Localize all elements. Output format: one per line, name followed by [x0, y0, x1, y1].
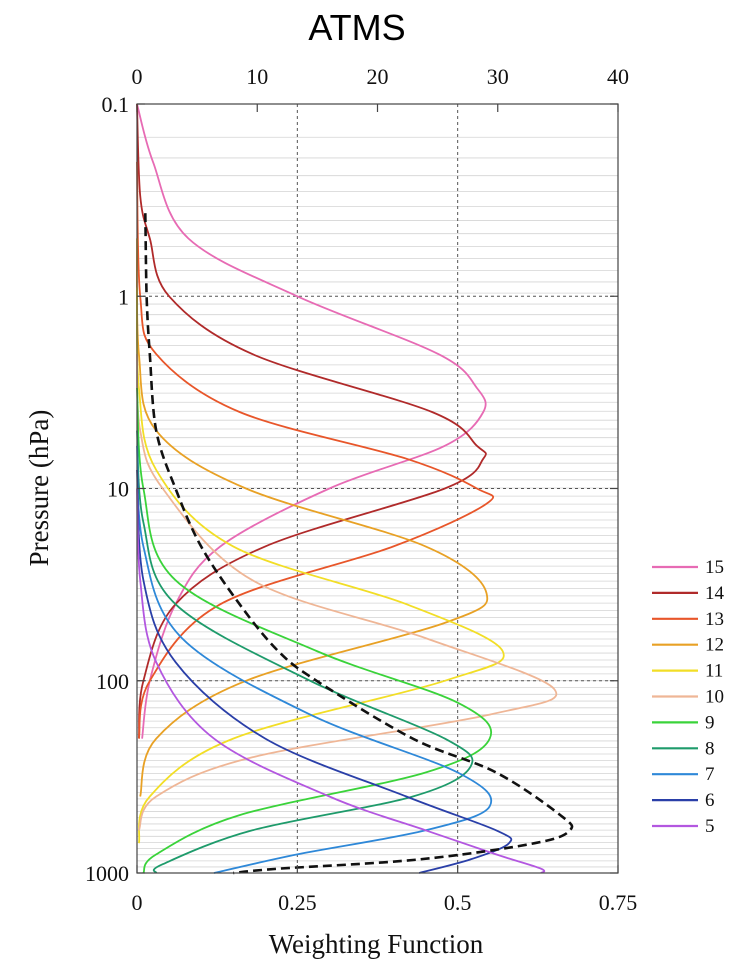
legend-label-6: 6 — [705, 790, 715, 811]
x-tick-label-top: 30 — [487, 64, 509, 89]
legend-label-12: 12 — [705, 635, 724, 656]
legend-label-11: 11 — [705, 661, 723, 682]
legend-label-8: 8 — [705, 738, 715, 759]
legend-label-14: 14 — [705, 583, 725, 604]
y-axis-label: Pressure (hPa) — [24, 410, 54, 567]
y-tick-label: 1 — [118, 284, 129, 309]
series-line-13 — [136, 161, 495, 739]
series-line-11 — [135, 287, 505, 844]
legend-label-13: 13 — [705, 609, 724, 630]
x-tick-label-top: 20 — [367, 64, 389, 89]
chart-title: ATMS — [308, 7, 405, 48]
series-line-8 — [136, 430, 474, 874]
series-line-10 — [136, 354, 558, 831]
y-tick-label: 0.1 — [102, 92, 130, 117]
y-tick-label: 1000 — [85, 861, 129, 886]
x-tick-label-bottom: 0.5 — [444, 890, 472, 915]
y-tick-label: 10 — [107, 477, 129, 502]
x-tick-label-top: 10 — [246, 64, 268, 89]
series-line-5 — [136, 488, 546, 874]
legend: 15 14 13 12 11 10 9 8 7 6 5 — [652, 557, 725, 837]
series-line-7 — [136, 445, 493, 874]
legend-label-5: 5 — [705, 816, 715, 837]
series-line-14 — [136, 103, 487, 739]
legend-label-7: 7 — [705, 764, 715, 785]
series-lines — [135, 103, 574, 875]
x-tick-label-bottom: 0 — [132, 890, 143, 915]
series-line-12 — [135, 238, 489, 797]
x-tick-label-top: 40 — [607, 64, 629, 89]
grid — [137, 103, 618, 874]
series-line-9 — [136, 387, 492, 874]
legend-label-9: 9 — [705, 712, 715, 733]
x-axis-label: Weighting Function — [269, 929, 484, 959]
series-line-15 — [136, 103, 487, 739]
x-tick-label-bottom: 0.75 — [599, 890, 638, 915]
dashed-profile-line — [144, 213, 574, 875]
x-tick-label-top: 0 — [132, 64, 143, 89]
x-tick-label-bottom: 0.25 — [278, 890, 317, 915]
legend-label-15: 15 — [705, 557, 724, 578]
legend-label-10: 10 — [705, 687, 724, 708]
y-tick-label: 100 — [96, 669, 129, 694]
